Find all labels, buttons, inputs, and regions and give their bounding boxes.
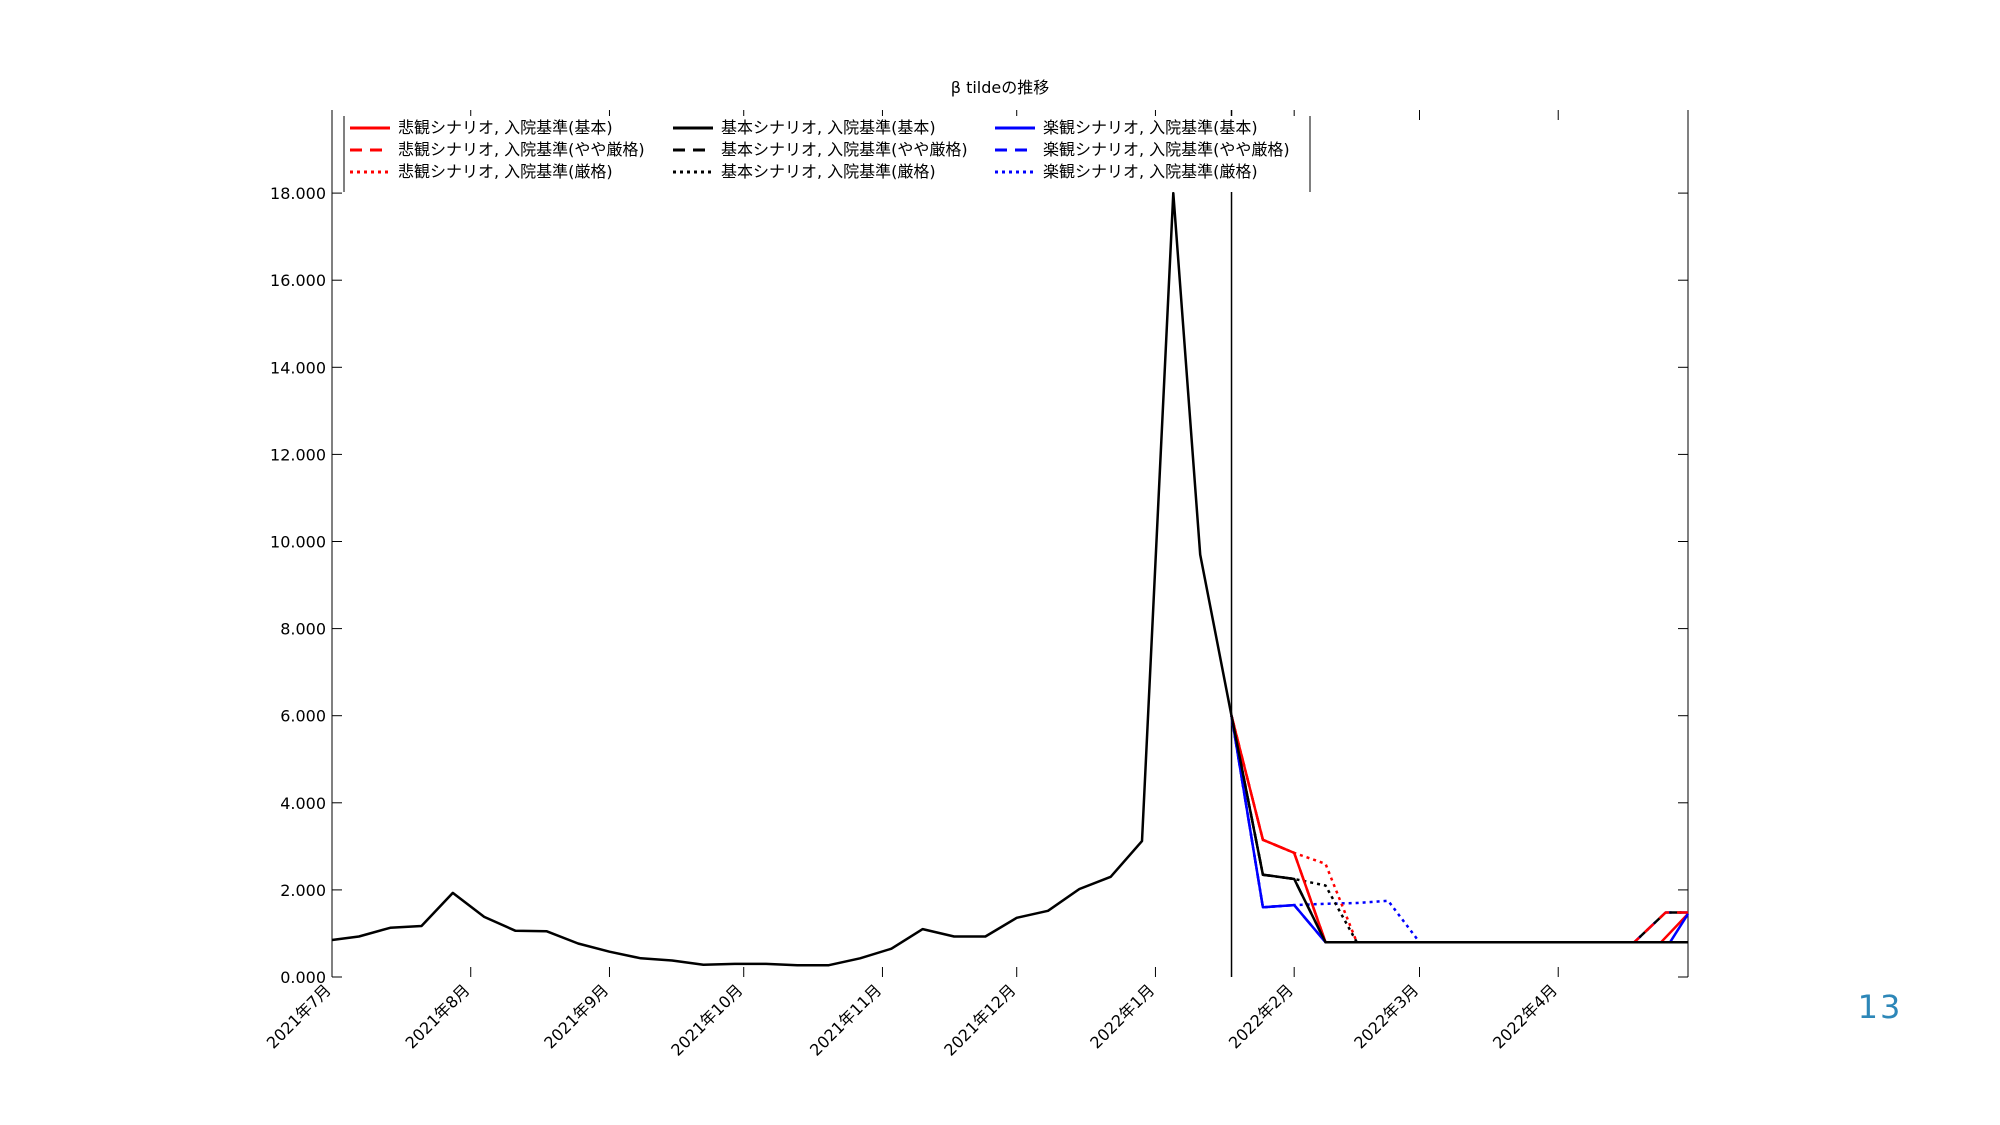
x-tick-label: 2021年9月 [540,980,612,1052]
legend-box [344,116,1310,192]
x-tick-label: 2022年2月 [1225,980,1297,1052]
series-line [1230,715,1688,944]
legend-label: 楽観シナリオ, 入院基準(やや厳格) [1043,140,1290,159]
x-tick-label: 2021年10月 [667,980,746,1059]
y-tick-label: 18.000 [270,184,326,203]
y-tick-label: 2.000 [280,881,326,900]
series-line [1230,715,1688,944]
series-lines [331,191,1690,967]
chart-title: β tildeの推移 [951,78,1049,97]
series-line [1230,715,1688,944]
y-tick-label: 10.000 [270,533,326,552]
y-tick-label: 4.000 [280,794,326,813]
series-line [1230,715,1688,944]
legend-label: 楽観シナリオ, 入院基準(基本) [1043,118,1258,137]
legend-label: 基本シナリオ, 入院基準(厳格) [721,162,936,181]
y-tick-label: 6.000 [280,707,326,726]
series-line [1230,715,1690,944]
y-tick-label: 12.000 [270,445,326,464]
legend-label: 悲観シナリオ, 入院基準(厳格) [398,162,613,181]
x-tick-label: 2021年8月 [402,980,474,1052]
x-tick-label: 2021年12月 [940,980,1019,1059]
series-line [331,191,1688,967]
page-number: 13 [1857,988,1903,1026]
x-tick-label: 2022年4月 [1489,980,1561,1052]
x-tick-label: 2022年3月 [1350,980,1422,1052]
x-tick-label: 2022年1月 [1086,980,1158,1052]
legend-label: 楽観シナリオ, 入院基準(厳格) [1043,162,1258,181]
series-line [1230,715,1689,944]
legend: 悲観シナリオ, 入院基準(基本) 基本シナリオ, 入院基準(基本) 楽観シナリオ, … [343,116,1311,192]
series-line [1230,715,1688,944]
legend-label: 悲観シナリオ, 入院基準(やや厳格) [398,140,645,159]
x-tick-label: 2021年11月 [806,980,885,1059]
axes: 0.000 2.000 4.000 6.000 8.000 10.000 12.000 14.… [263,110,1689,1060]
y-tick-label: 16.000 [270,271,326,290]
x-tick-label: 2021年7月 [263,980,335,1052]
legend-label: 基本シナリオ, 入院基準(基本) [721,118,936,137]
legend-label: 基本シナリオ, 入院基準(やや厳格) [721,140,968,159]
y-tick-label: 0.000 [280,968,326,987]
legend-label: 悲観シナリオ, 入院基準(基本) [398,118,613,137]
series-line [1230,715,1688,944]
y-tick-label: 8.000 [280,620,326,639]
y-tick-label: 14.000 [270,358,326,377]
